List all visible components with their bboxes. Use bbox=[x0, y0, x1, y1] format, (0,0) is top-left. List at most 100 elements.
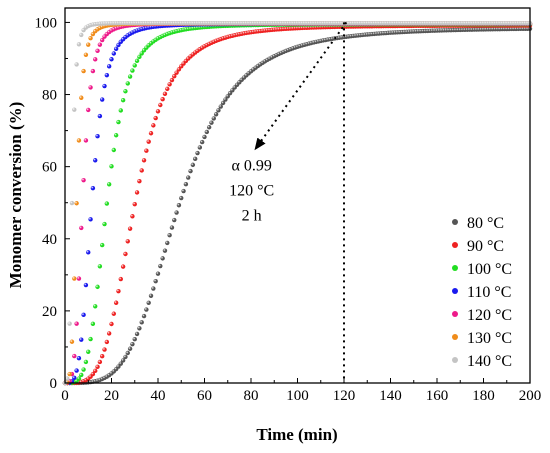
data-point bbox=[72, 375, 77, 381]
data-point bbox=[95, 364, 100, 369]
data-point bbox=[76, 276, 82, 281]
data-point bbox=[125, 239, 130, 244]
data-point bbox=[132, 337, 137, 342]
data-point bbox=[88, 36, 93, 41]
data-point bbox=[155, 271, 161, 276]
data-point bbox=[106, 331, 112, 336]
data-point bbox=[100, 37, 105, 43]
legend-swatch bbox=[452, 334, 458, 340]
data-point bbox=[109, 164, 114, 169]
data-point bbox=[179, 195, 184, 201]
legend-label: 90 °C bbox=[467, 238, 504, 255]
data-point bbox=[227, 91, 233, 96]
data-point bbox=[151, 286, 156, 291]
data-point bbox=[74, 62, 79, 67]
data-point bbox=[220, 100, 226, 106]
data-point bbox=[165, 240, 170, 246]
x-axis-label: Time (min) bbox=[256, 425, 337, 444]
data-point bbox=[199, 139, 205, 145]
legend-label: 80 °C bbox=[467, 215, 504, 232]
data-point bbox=[176, 67, 182, 72]
data-point bbox=[76, 356, 82, 361]
data-point bbox=[111, 147, 117, 153]
data-point bbox=[118, 361, 124, 366]
data-point bbox=[162, 248, 168, 253]
data-point bbox=[141, 158, 147, 163]
data-point bbox=[137, 54, 142, 60]
data-point bbox=[169, 77, 175, 83]
data-point bbox=[144, 307, 149, 312]
data-point bbox=[167, 82, 172, 87]
data-point bbox=[79, 225, 84, 231]
data-point bbox=[111, 51, 117, 56]
data-point bbox=[86, 42, 91, 47]
legend-swatch bbox=[452, 357, 458, 363]
data-point bbox=[79, 337, 84, 342]
data-point bbox=[116, 288, 121, 294]
data-point bbox=[90, 321, 96, 327]
data-point bbox=[139, 168, 144, 173]
data-point bbox=[95, 134, 100, 139]
data-point bbox=[125, 350, 130, 356]
data-point bbox=[158, 102, 163, 108]
data-point bbox=[67, 371, 72, 377]
x-tick-label: 100 bbox=[286, 388, 309, 404]
legend-label: 110 °C bbox=[467, 284, 511, 301]
data-point bbox=[100, 97, 105, 102]
data-point bbox=[109, 57, 114, 62]
data-point bbox=[137, 326, 142, 331]
data-point bbox=[90, 68, 96, 74]
legend: 80 °C 90 °C 100 °C 110 °C 120 °C 130 °C 140 °C bbox=[452, 215, 512, 370]
data-point bbox=[202, 134, 207, 140]
data-point bbox=[102, 221, 107, 227]
data-point bbox=[146, 139, 151, 144]
data-point bbox=[172, 217, 177, 223]
data-point bbox=[225, 94, 230, 99]
data-point bbox=[81, 177, 86, 183]
y-tick-label: 80 bbox=[42, 88, 57, 104]
x-tick-label: 0 bbox=[61, 388, 69, 404]
data-point bbox=[88, 336, 93, 342]
data-point bbox=[97, 113, 103, 119]
data-point bbox=[72, 276, 77, 281]
data-point bbox=[123, 251, 128, 257]
data-point bbox=[116, 119, 121, 125]
data-point bbox=[223, 97, 228, 102]
y-tick-label: 20 bbox=[42, 304, 57, 320]
data-point bbox=[109, 321, 114, 327]
data-point bbox=[127, 346, 133, 351]
data-point bbox=[90, 185, 96, 191]
data-point bbox=[153, 115, 158, 121]
data-point bbox=[100, 354, 105, 359]
data-point bbox=[186, 175, 191, 180]
data-point bbox=[74, 201, 79, 206]
data-point bbox=[113, 133, 119, 138]
legend-swatch bbox=[452, 242, 458, 248]
annotation-arrow bbox=[254, 21, 348, 151]
data-point bbox=[67, 321, 72, 326]
data-point bbox=[127, 226, 133, 231]
data-point bbox=[93, 304, 98, 309]
data-point bbox=[141, 313, 147, 319]
data-point bbox=[69, 200, 75, 206]
data-point bbox=[132, 201, 137, 207]
data-point bbox=[79, 372, 84, 378]
data-point bbox=[72, 107, 77, 112]
data-point bbox=[134, 190, 140, 195]
data-point bbox=[93, 368, 98, 374]
data-point bbox=[111, 311, 117, 316]
data-point bbox=[86, 250, 91, 255]
y-tick-label: 60 bbox=[42, 160, 57, 176]
data-point bbox=[211, 116, 216, 121]
data-point bbox=[86, 349, 91, 354]
data-point bbox=[197, 145, 203, 150]
data-point bbox=[123, 354, 128, 360]
x-tick-label: 20 bbox=[104, 388, 119, 404]
data-point bbox=[120, 358, 126, 363]
data-point bbox=[79, 32, 84, 38]
data-point bbox=[213, 112, 219, 117]
data-point bbox=[127, 74, 133, 79]
legend-label: 140 °C bbox=[467, 353, 512, 370]
data-point bbox=[102, 83, 107, 89]
data-point bbox=[83, 138, 89, 143]
